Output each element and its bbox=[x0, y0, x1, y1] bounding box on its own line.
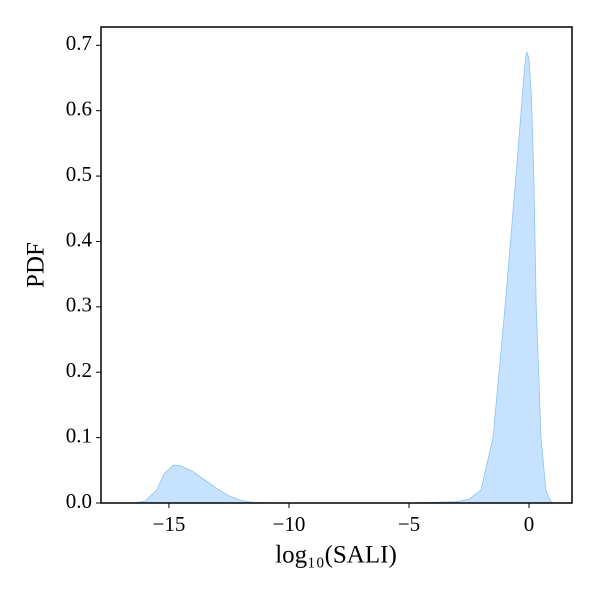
area bbox=[132, 51, 555, 504]
x-tick-label: −10 bbox=[273, 512, 306, 536]
x-tick-label: −15 bbox=[153, 512, 186, 536]
y-tick-label: 0.0 bbox=[66, 489, 92, 513]
y-tick-label: 0.4 bbox=[66, 227, 93, 251]
y-tick-label: 0.1 bbox=[66, 423, 92, 447]
y-tick-label: 0.7 bbox=[66, 31, 92, 55]
y-axis-label: PDF bbox=[23, 242, 50, 288]
x-tick-label: −5 bbox=[398, 512, 420, 536]
x-axis-label: log₁₀(SALI) bbox=[275, 542, 397, 569]
y-tick-label: 0.6 bbox=[66, 97, 92, 121]
plot-frame bbox=[100, 26, 573, 504]
y-tick-label: 0.5 bbox=[66, 162, 92, 186]
x-tick-label: 0 bbox=[524, 512, 535, 536]
y-tick-label: 0.2 bbox=[66, 358, 92, 382]
y-tick-label: 0.3 bbox=[66, 293, 92, 317]
